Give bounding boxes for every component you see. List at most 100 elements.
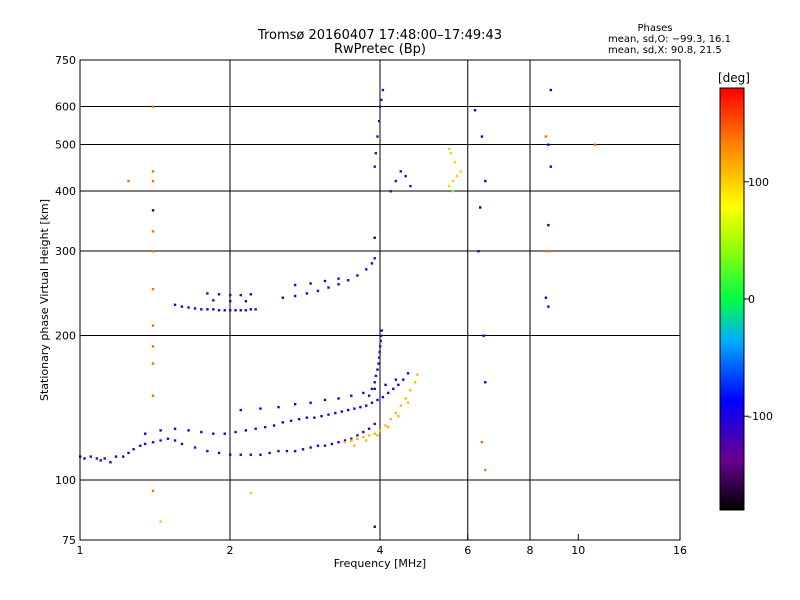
data-point (323, 398, 327, 402)
data-point (277, 449, 280, 453)
data-point (386, 425, 390, 429)
data-point (374, 374, 378, 378)
data-points (79, 88, 597, 528)
data-point (413, 381, 417, 384)
data-point (447, 147, 451, 151)
data-point (356, 274, 359, 277)
data-point (409, 389, 412, 392)
data-point (477, 250, 480, 253)
data-point (373, 387, 376, 391)
y-tick-label: 400 (55, 185, 76, 198)
data-point (151, 170, 155, 173)
data-point (254, 427, 257, 430)
data-point (187, 429, 190, 432)
chart-title: Tromsø 20160407 17:48:00–17:49:43 (257, 28, 502, 43)
data-point (394, 411, 398, 415)
data-point (376, 368, 379, 371)
data-point (473, 109, 477, 112)
data-point (254, 308, 257, 311)
data-point (373, 432, 376, 435)
data-point (229, 293, 232, 297)
colorbar-ticks: 100 0 -100 (744, 176, 773, 423)
data-point (103, 457, 106, 460)
data-point (259, 407, 262, 410)
data-point (353, 444, 356, 447)
data-point (200, 430, 203, 434)
y-axis-label: Stationary phase Virtual Height [km] (38, 199, 51, 401)
data-point (343, 441, 347, 444)
data-point (285, 449, 289, 453)
data-point (166, 437, 170, 440)
x-tick-label: 1 (77, 544, 84, 557)
data-point (217, 451, 221, 455)
colorbar-label: [deg] (718, 71, 750, 85)
data-point (404, 174, 407, 178)
data-point (482, 334, 485, 337)
data-point (151, 324, 155, 327)
data-point (239, 309, 242, 312)
data-point (547, 143, 550, 146)
data-point (229, 309, 232, 312)
data-point (289, 419, 293, 422)
data-point (480, 135, 484, 138)
data-point (173, 303, 177, 306)
data-point (379, 345, 382, 348)
data-point (272, 424, 276, 427)
data-point (337, 397, 340, 400)
data-point (373, 381, 376, 384)
data-point (399, 404, 403, 407)
data-point (180, 305, 184, 308)
data-point (187, 306, 190, 309)
data-point (127, 451, 130, 455)
data-point (316, 289, 320, 293)
data-point (404, 397, 407, 400)
data-point (244, 429, 248, 432)
data-point (293, 403, 297, 406)
data-point (544, 296, 548, 299)
data-point (249, 453, 253, 456)
data-point (159, 439, 162, 442)
colorbar-tick-label: 100 (748, 176, 769, 189)
data-point (206, 449, 209, 453)
data-point (376, 434, 379, 437)
data-point (378, 350, 381, 354)
data-point (380, 329, 384, 332)
data-point (323, 444, 327, 447)
data-point (386, 391, 390, 395)
data-point (180, 442, 184, 446)
data-point (394, 179, 398, 183)
data-point (547, 223, 550, 227)
data-point (234, 430, 237, 434)
chart-subtitle: RwPretec (Bp) (334, 42, 426, 57)
grid-lines (80, 60, 680, 540)
data-point (239, 453, 242, 456)
data-point (376, 135, 379, 138)
data-point (151, 362, 155, 365)
data-point (122, 455, 125, 458)
data-point (229, 300, 232, 303)
data-point (109, 461, 112, 464)
data-point (409, 184, 412, 188)
data-point (381, 395, 385, 399)
data-point (547, 250, 550, 253)
data-point (389, 190, 392, 193)
data-point (337, 441, 340, 444)
data-point (89, 455, 92, 458)
data-point (365, 439, 368, 442)
data-point (212, 432, 215, 435)
x-tick-label: 6 (464, 544, 471, 557)
data-point (362, 435, 365, 439)
data-point (244, 300, 248, 303)
data-point (263, 425, 267, 429)
colorbar-tick-label: -100 (748, 410, 773, 423)
data-point (293, 449, 297, 453)
data-point (277, 405, 280, 409)
colorbar (719, 87, 745, 511)
data-point (376, 398, 379, 402)
data-point (193, 307, 197, 310)
data-point (95, 457, 99, 460)
data-point (367, 394, 371, 397)
data-point (593, 143, 597, 146)
data-point (217, 309, 221, 312)
